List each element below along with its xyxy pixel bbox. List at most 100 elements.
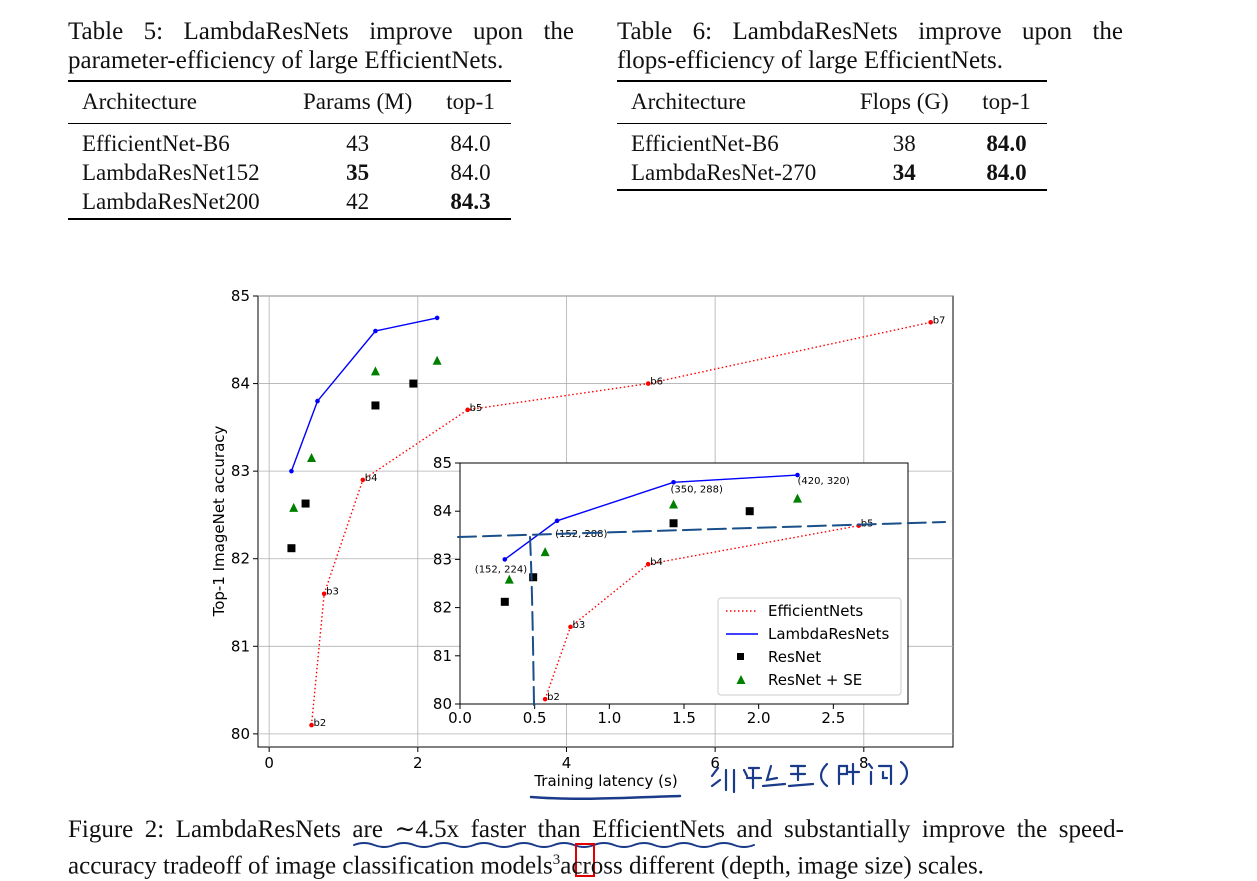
table5-arch-cell: LambdaResNet152 [82, 160, 260, 185]
x-tick-label: 8 [859, 754, 869, 772]
table5-top1-cell: 84.0 [450, 160, 491, 185]
y-axis-label: Top-1 ImageNet accuracy [210, 425, 228, 617]
inset-ticks: 0.0 0.5 1.0 1.5 2.0 2.5 80 81 82 83 84 85 [433, 454, 845, 727]
inset-x-tick-label: 0.0 [448, 709, 472, 727]
footnote-marker: 3 [552, 852, 561, 868]
inset-x-tick-label: 0.5 [523, 709, 547, 727]
table5-caption-line1: Table 5: LambdaResNets improve upon the [68, 18, 574, 45]
table5-top1-cell: 84.0 [450, 131, 491, 156]
pen-annotations [353, 521, 946, 877]
table6-top1-cell: 84.0 [966, 158, 1047, 191]
table6-caption-line2: flops-efficiency of large EfficientNets. [617, 47, 1003, 74]
table5-params-cell: 43 [346, 131, 370, 156]
point-label: (350, 288) [671, 484, 723, 495]
y-tick-label: 81 [231, 637, 250, 655]
table6-arch-cell: LambdaResNet-270 [617, 158, 843, 191]
x-axis-label: Training latency (s) [533, 772, 677, 790]
bold-value: 84.3 [450, 189, 491, 214]
main-ticks: 0 2 4 6 8 80 81 82 83 84 85 [231, 287, 869, 772]
table-row: LambdaResNet152 35 84.0 [68, 158, 511, 187]
table5-header-params: Params (M) [285, 80, 431, 124]
resnet-point [745, 507, 754, 516]
efficientnets-point [321, 591, 327, 597]
resnet-point [500, 597, 509, 606]
efficientnets-point [645, 381, 651, 386]
resnet-se-point [432, 355, 442, 365]
legend-resnet-swatch [737, 653, 744, 660]
efficientnets-point [309, 722, 314, 728]
y-tick-label: 83 [231, 462, 250, 480]
table5-params-cell: 35 [285, 158, 430, 187]
table6-header-row: Architecture Flops (G) top-1 [617, 80, 1047, 124]
point-label: (152, 224) [475, 564, 527, 575]
lambdaresnets-point [671, 479, 676, 485]
table6-block: Table 6: LambdaResNets improve upon the … [617, 17, 1123, 191]
table6-header-flops: Flops (G) [842, 80, 967, 124]
table-row: LambdaResNet200 42 84.3 [68, 187, 511, 220]
inset-x-tick-label: 1.0 [597, 709, 621, 727]
caption-text: across different (depth, image size) sca… [560, 852, 984, 880]
table5-top1-cell: 84.3 [430, 187, 511, 220]
efficientnets-point [645, 561, 651, 567]
point-label: b5 [470, 403, 483, 414]
xlabel-underline [529, 794, 682, 800]
resnet-se-point [370, 366, 380, 376]
table6-header-arch: Architecture [617, 80, 843, 124]
table-row: LambdaResNet-270 34 84.0 [617, 158, 1047, 191]
point-label: b7 [933, 315, 946, 326]
handwritten-note-strokes [710, 760, 909, 794]
footnote-highlight-box [575, 843, 595, 877]
efficientnets-line [310, 321, 931, 726]
table-row: EfficientNet-B6 43 84.0 [68, 124, 511, 159]
efficientnets-point [568, 624, 573, 630]
lambdaresnets-point [289, 468, 294, 474]
dashed-horizontal-pen-line [457, 521, 946, 538]
bold-value: 84.0 [986, 160, 1027, 185]
y-tick-label: 80 [231, 725, 250, 743]
x-tick-label: 2 [413, 754, 423, 772]
table6-caption: Table 6: LambdaResNets improve upon the … [617, 17, 1123, 75]
point-label: (420, 320) [797, 476, 849, 487]
caption-text: accuracy tradeoff of image classificatio… [68, 852, 553, 880]
efficientnets-point [360, 477, 366, 483]
table6: Architecture Flops (G) top-1 EfficientNe… [617, 80, 1047, 191]
table5-header-top1: top-1 [430, 80, 511, 124]
table6-caption-line1: Table 6: LambdaResNets improve upon the [617, 18, 1123, 45]
point-label: b6 [650, 377, 663, 388]
table6-header-top1: top-1 [966, 80, 1047, 124]
resnet-se-point [669, 499, 679, 509]
lambdaresnets-point [502, 557, 508, 562]
table6-flops-cell: 38 [892, 131, 916, 156]
resnet-se-point [792, 493, 802, 503]
legend-lambdaresnets-label: LambdaResNets [768, 625, 890, 643]
legend-resnet-se-swatch [736, 675, 746, 684]
lambdaresnets-point [315, 398, 320, 404]
legend-box [717, 597, 902, 696]
resnet-se-point [307, 453, 317, 463]
lambdaresnets-point [795, 472, 800, 478]
point-label: (152, 288) [555, 529, 607, 540]
table5-arch-cell: EfficientNet-B6 [82, 131, 230, 156]
lambdaresnets-point [373, 328, 378, 334]
y-tick-label: 82 [231, 550, 250, 568]
legend-resnet-se-label: ResNet + SE [768, 671, 862, 689]
point-label: b2 [547, 692, 560, 703]
table5-arch-cell: LambdaResNet200 [68, 187, 286, 220]
bold-value: 34 [892, 160, 916, 185]
resnet-point [371, 401, 380, 410]
inset-y-tick-label: 80 [433, 695, 452, 713]
lambdaresnets-line [290, 317, 438, 472]
point-label: b3 [573, 620, 586, 631]
resnet-point [529, 573, 538, 582]
main-series: b2 b3 b4 b5 b6 b7 [287, 315, 945, 729]
table5-header-row: Architecture Params (M) top-1 [68, 80, 511, 124]
figure-caption-line1: Figure 2: LambdaResNets are ∼4.5x faster… [68, 816, 1124, 843]
table5-caption: Table 5: LambdaResNets improve upon the … [68, 17, 574, 75]
inset-y-tick-label: 84 [433, 502, 452, 520]
table6-arch-cell: EfficientNet-B6 [631, 131, 779, 156]
table-row: EfficientNet-B6 38 84.0 [617, 124, 1047, 159]
bold-value: 35 [346, 160, 370, 185]
x-tick-label: 0 [264, 754, 274, 772]
y-tick-label: 85 [231, 287, 250, 305]
